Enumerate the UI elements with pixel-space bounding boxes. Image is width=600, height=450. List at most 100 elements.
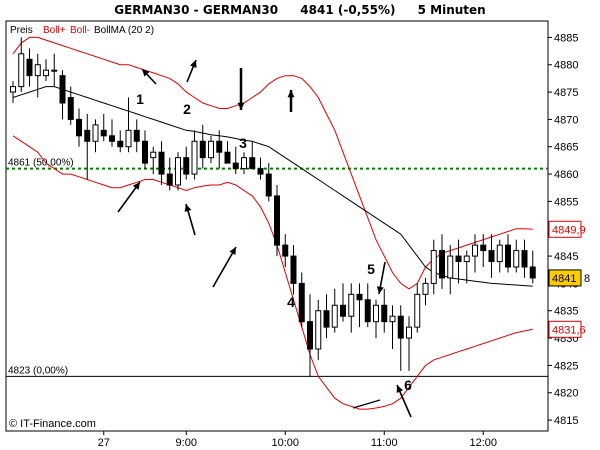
arrow-head <box>142 69 150 77</box>
x-tick-label: 10:00 <box>271 437 299 449</box>
candle-body <box>18 53 25 88</box>
candle-body <box>505 244 511 268</box>
candle-body <box>265 173 272 197</box>
y-tick-label: 4885 <box>554 32 578 44</box>
candle-body <box>216 140 223 153</box>
legend-price: Preis <box>10 25 33 36</box>
arrow-head <box>229 247 236 255</box>
legend-boll-upper: Boll+ <box>43 25 66 36</box>
annotation-number: 4 <box>287 294 295 310</box>
bollinger-bands <box>12 36 533 410</box>
x-tick-label: 9:00 <box>176 437 197 449</box>
candle-body <box>331 304 338 328</box>
chart-interval: 5 Minuten <box>417 3 486 17</box>
arrow-head <box>287 90 295 98</box>
candle-body <box>290 255 297 284</box>
candle-body <box>109 135 115 142</box>
arrow-icon <box>376 261 386 295</box>
candle-body <box>521 250 528 268</box>
arrow-icon <box>287 90 295 112</box>
lower-band-line <box>12 135 533 410</box>
y-tick-label: 4880 <box>554 60 578 72</box>
arrow-icon <box>117 181 141 213</box>
candle-body <box>10 86 16 93</box>
y-tick-label: 4845 <box>554 251 578 263</box>
annotation-number: 1 <box>136 91 144 107</box>
annotation-number: 6 <box>404 377 412 393</box>
price-tag-suffix: 8 <box>584 273 590 285</box>
instrument-name: GERMAN30 - GERMAN30 <box>114 3 279 17</box>
arrow-head <box>132 182 140 190</box>
annotations: 1 2 3 4 5 6 <box>117 59 412 418</box>
candle-body <box>529 266 536 279</box>
candle-body <box>51 69 58 72</box>
fib-label: 4823 (0,00%) <box>8 365 68 376</box>
candle-body <box>381 304 388 323</box>
candle-body <box>422 282 429 295</box>
candle-body <box>84 129 91 142</box>
price-tag-box <box>548 220 582 238</box>
candle-body <box>150 151 157 159</box>
candle-body <box>224 151 231 164</box>
candle-body <box>356 293 363 301</box>
legend-boll-ma: BollMA (20 2) <box>94 25 154 36</box>
candle-body <box>323 310 330 328</box>
price-tag-label: 4849,9 <box>552 224 586 236</box>
candle-body <box>298 282 305 323</box>
candles <box>10 37 536 377</box>
candle-body <box>59 75 66 104</box>
trend-stroke <box>352 399 381 409</box>
candle-body <box>430 250 437 284</box>
chart-title: GERMAN30 - GERMAN30 4841 (-0,55%) 5 Minu… <box>0 0 600 20</box>
annotation-number: 5 <box>367 261 375 277</box>
candle-body <box>447 255 454 279</box>
candle-body <box>249 157 256 170</box>
x-tick-label: 12:00 <box>469 437 497 449</box>
y-tick-label: 4875 <box>554 87 578 99</box>
legend-boll-lower: Boll- <box>70 25 90 36</box>
upper-band-line <box>12 36 533 290</box>
arrow-icon <box>396 384 412 418</box>
candle-body <box>34 64 41 77</box>
candle-body <box>175 157 181 186</box>
candle-body <box>241 157 247 170</box>
candle-body <box>92 124 99 142</box>
candle-body <box>117 140 124 148</box>
y-tick-label: 4855 <box>554 196 578 208</box>
x-tick-label: 27 <box>98 437 110 449</box>
y-tick-label: 4865 <box>554 142 578 154</box>
candle-body <box>100 129 107 137</box>
fib-label: 4861 (50,00%) <box>8 158 74 169</box>
candle-body <box>389 315 396 323</box>
price-tag-box <box>548 269 582 287</box>
x-tick-label: 11:00 <box>371 437 398 449</box>
candle-body <box>496 244 503 263</box>
arrow-icon <box>184 203 196 236</box>
candle-body <box>397 315 404 339</box>
candle-body <box>307 321 313 350</box>
annotation-number: 2 <box>183 101 191 117</box>
candle-body <box>513 250 520 268</box>
candle-body <box>480 244 487 252</box>
y-tick-label: 4860 <box>554 169 578 181</box>
arrow-head <box>184 204 192 212</box>
arrow-head <box>190 60 197 68</box>
candle-body <box>406 326 412 339</box>
candle-body <box>26 58 33 77</box>
candle-body <box>340 304 346 317</box>
candle-body <box>472 244 478 257</box>
arrow-icon <box>141 68 157 85</box>
candle-body <box>76 118 82 137</box>
candle-body <box>43 69 49 77</box>
arrow-head <box>376 286 384 294</box>
y-tick-label: 4820 <box>554 388 578 400</box>
price-tag-box <box>548 320 582 338</box>
candle-body <box>348 293 355 317</box>
moving-average-line <box>12 86 533 287</box>
arrow-icon <box>186 59 197 83</box>
candle-body <box>364 299 371 323</box>
arrow-icon <box>212 246 237 288</box>
y-tick-label: 4825 <box>554 360 578 372</box>
candle-body <box>67 97 74 120</box>
